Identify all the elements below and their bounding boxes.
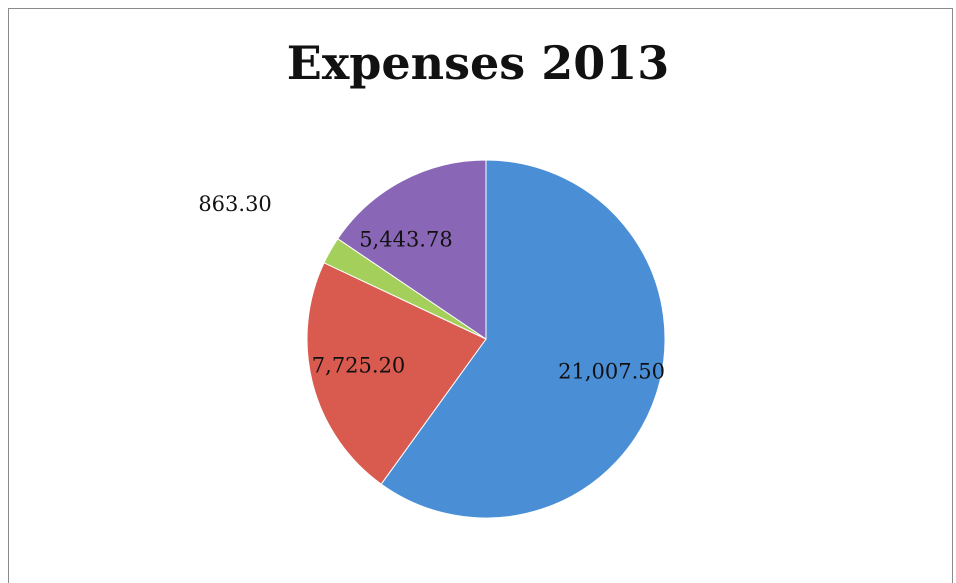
chart-title: Expenses 2013 <box>286 36 670 90</box>
slice-value-label: 7,725.20 <box>312 353 406 377</box>
pie-slice <box>380 159 666 519</box>
slice-value-label: 21,007.50 <box>558 360 665 384</box>
slice-value-label: 863.30 <box>198 192 271 216</box>
slice-value-label: 5,443.78 <box>359 227 453 251</box>
pie-slice <box>337 159 487 340</box>
